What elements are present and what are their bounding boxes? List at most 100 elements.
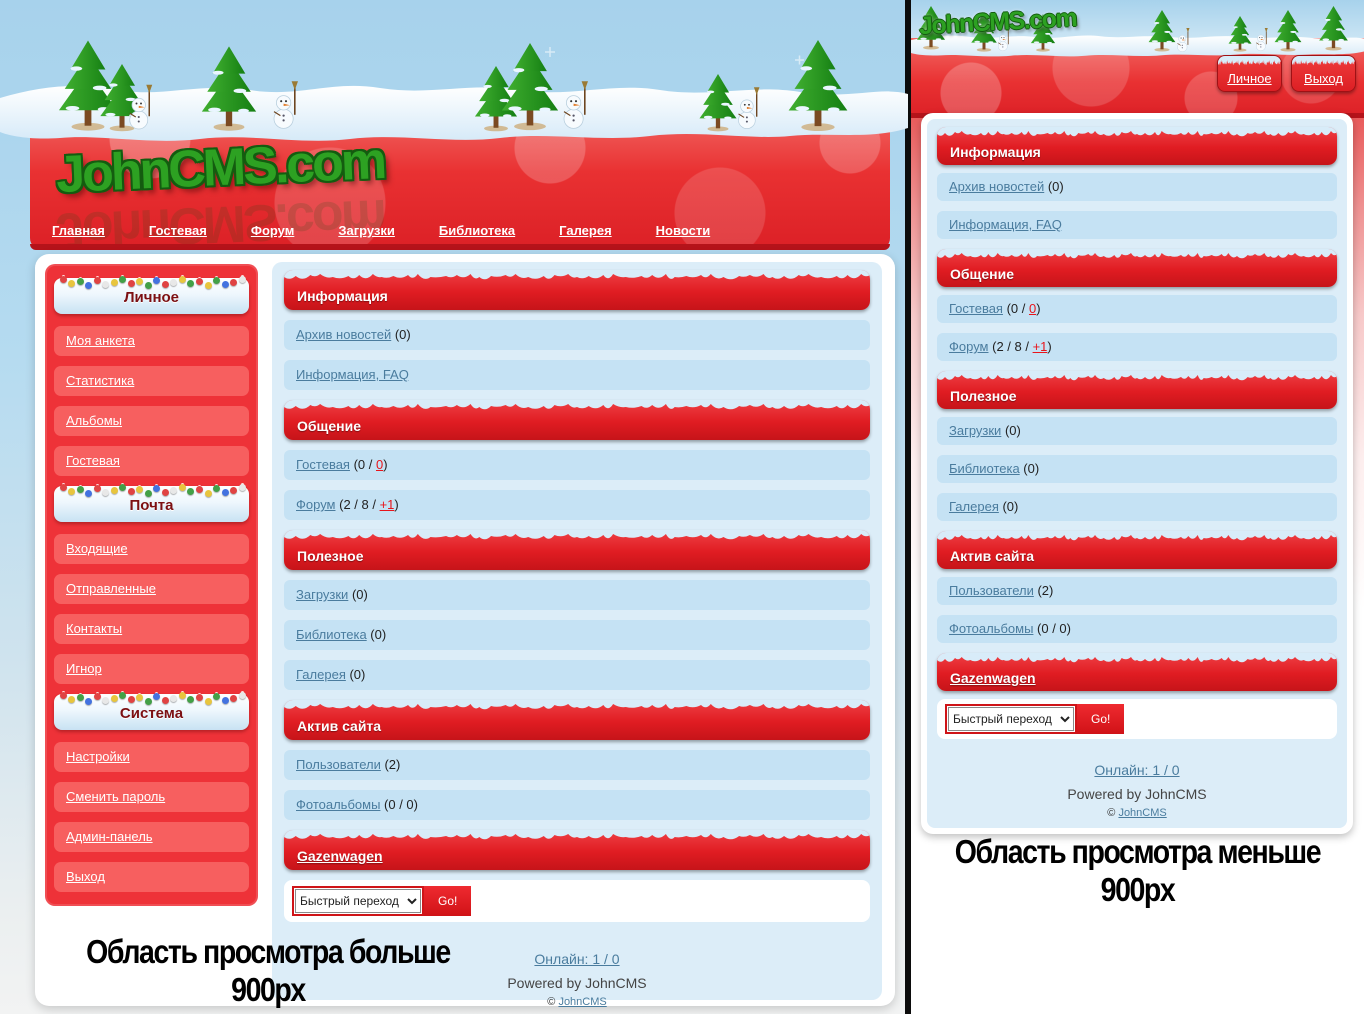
snow-cap	[1218, 56, 1281, 66]
page-footer: Онлайн: 1 / 0 Powered by JohnCMS © JohnC…	[927, 749, 1347, 823]
content-item-link[interactable]: Архив новостей	[949, 179, 1045, 194]
content-item-link[interactable]: Библиотека	[296, 627, 367, 642]
go-button[interactable]: Go!	[424, 886, 472, 916]
item-count: (0)	[366, 627, 387, 642]
content-item-link[interactable]: Форум	[949, 339, 989, 354]
sidebar-item[interactable]: Альбомы	[54, 406, 249, 436]
content-item-link[interactable]: Галерея	[296, 667, 346, 682]
section-header: Актив сайта	[937, 531, 1337, 569]
garland-bulb	[204, 698, 212, 705]
sidebar-item-link[interactable]: Альбомы	[66, 413, 122, 428]
content-item: Информация, FAQ	[937, 211, 1337, 239]
nav-link[interactable]: Новости	[655, 223, 711, 238]
content-item-link[interactable]: Архив новостей	[296, 327, 392, 342]
garland-bulb	[178, 692, 186, 699]
content-item-link[interactable]: Пользователи	[949, 583, 1034, 598]
nav-link[interactable]: Гостевая	[148, 223, 207, 238]
garland-bulb	[136, 486, 144, 493]
content-item-link[interactable]: Фотоальбомы	[949, 621, 1034, 636]
garland-bulb	[221, 489, 229, 496]
garland-bulb	[59, 692, 67, 699]
content-item-link[interactable]: Загрузки	[949, 423, 1002, 438]
new-count-link[interactable]: 0	[375, 457, 384, 472]
garland-bulb	[93, 693, 101, 700]
online-counter-link[interactable]: Онлайн: 1 / 0	[1094, 762, 1180, 778]
content-item-link[interactable]: Библиотека	[949, 461, 1020, 476]
sidebar-item[interactable]: Админ-панель	[54, 822, 249, 852]
garland-bulb	[238, 692, 246, 699]
content-item-link[interactable]: Гостевая	[949, 301, 1003, 316]
sidebar-item-link[interactable]: Настройки	[66, 749, 130, 764]
sidebar-item-link[interactable]: Выход	[66, 869, 105, 884]
desktop-view: JohnCMS.com JohnCMS.com Главная Гостевая Ф…	[0, 0, 908, 1014]
sidebar-item-link[interactable]: Сменить пароль	[66, 789, 166, 804]
content-item-link[interactable]: Информация, FAQ	[296, 367, 409, 382]
sidebar-item[interactable]: Настройки	[54, 742, 249, 772]
mobile-content-panel: Информация Архив новостей (0) Информация…	[927, 119, 1347, 828]
copyright-link[interactable]: JohnCMS	[558, 996, 607, 1009]
garland-bulb	[144, 698, 152, 705]
content-item-link[interactable]: Загрузки	[296, 587, 349, 602]
nav-link[interactable]: Галерея	[559, 223, 612, 238]
nav-link[interactable]: Библиотека	[438, 223, 516, 238]
new-count-link[interactable]: +1	[1032, 339, 1048, 354]
sidebar-item[interactable]: Игнор	[54, 654, 249, 684]
garland-bulb	[153, 693, 161, 700]
garland-bulb	[170, 695, 178, 702]
item-count: (0)	[1019, 461, 1040, 476]
content-item: Галерея (0)	[937, 493, 1337, 521]
content-item-link[interactable]: Галерея	[949, 499, 999, 514]
sidebar-item[interactable]: Гостевая	[54, 446, 249, 476]
online-counter-link[interactable]: Онлайн: 1 / 0	[534, 951, 620, 967]
snow-cap	[937, 531, 1337, 541]
new-count-link[interactable]: 0	[1028, 301, 1037, 316]
sidebar-item-link[interactable]: Входящие	[66, 541, 128, 556]
new-count-link[interactable]: +1	[379, 497, 395, 512]
garland-bulb	[230, 695, 238, 702]
garland-bulb	[136, 278, 144, 285]
content-item-link[interactable]: Гостевая	[296, 457, 350, 472]
nav-link[interactable]: Главная	[52, 223, 105, 238]
site-logo[interactable]: JohnCMS.com	[54, 131, 386, 205]
nav-link[interactable]: Загрузки	[338, 223, 395, 238]
garland-bulb	[102, 697, 110, 704]
sidebar-item-link[interactable]: Статистика	[66, 373, 135, 388]
sidebar-item[interactable]: Отправленные	[54, 574, 249, 604]
sidebar-item-link[interactable]: Отправленные	[66, 581, 156, 596]
copyright-link[interactable]: JohnCMS	[1118, 807, 1167, 820]
logout-button-label: Выход	[1304, 71, 1343, 86]
sidebar-item[interactable]: Статистика	[54, 366, 249, 396]
garland-bulb	[85, 698, 93, 705]
go-button[interactable]: Go!	[1077, 704, 1125, 734]
sidebar-item[interactable]: Выход	[54, 862, 249, 892]
sidebar-item-link[interactable]: Гостевая	[66, 453, 120, 468]
profile-button[interactable]: Личное	[1217, 55, 1282, 92]
sidebar-item-link[interactable]: Моя анкета	[66, 333, 135, 348]
gazenwagen-link[interactable]: Gazenwagen	[297, 848, 383, 864]
item-count: (0 /	[1002, 301, 1029, 316]
quickjump-select[interactable]: Быстрый переход	[948, 707, 1074, 731]
quickjump-select[interactable]: Быстрый переход	[295, 889, 421, 913]
sidebar-item[interactable]: Входящие	[54, 534, 249, 564]
logout-button[interactable]: Выход	[1291, 55, 1356, 92]
sidebar-item-link[interactable]: Игнор	[66, 661, 102, 676]
content-item-link[interactable]: Форум	[296, 497, 336, 512]
copyright: © JohnCMS	[927, 805, 1347, 822]
section-header: Полезное	[284, 530, 870, 570]
nav-link[interactable]: Форум	[250, 223, 295, 238]
powered-by-text: Powered by JohnCMS	[1067, 785, 1207, 802]
mobile-view: JohnCMS.com Личное Выход Информация Архи…	[911, 0, 1364, 1014]
sidebar-item-link[interactable]: Контакты	[66, 621, 123, 636]
sidebar-item[interactable]: Сменить пароль	[54, 782, 249, 812]
garland-bulb	[178, 276, 186, 283]
sidebar-item[interactable]: Контакты	[54, 614, 249, 644]
sidebar-item[interactable]: Моя анкета	[54, 326, 249, 356]
sidebar-item-link[interactable]: Админ-панель	[66, 829, 153, 844]
content-item-link[interactable]: Информация, FAQ	[949, 217, 1062, 232]
content-item-link[interactable]: Фотоальбомы	[296, 797, 381, 812]
gazenwagen-link[interactable]: Gazenwagen	[950, 670, 1036, 686]
section-title: Общение	[950, 266, 1014, 282]
garland-lights	[58, 483, 246, 497]
content-item-link[interactable]: Пользователи	[296, 757, 381, 772]
quickjump-select-frame: Быстрый переход	[945, 704, 1077, 734]
